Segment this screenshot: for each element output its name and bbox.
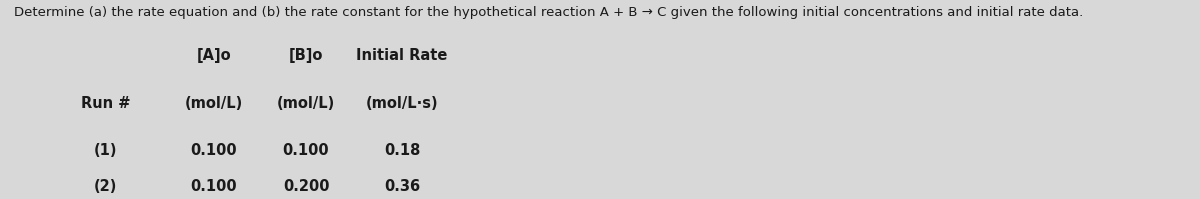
Text: 0.200: 0.200: [283, 179, 329, 194]
Text: 0.100: 0.100: [283, 143, 329, 158]
Text: Determine (a) the rate equation and (b) the rate constant for the hypothetical r: Determine (a) the rate equation and (b) …: [14, 6, 1084, 19]
Text: (mol/L): (mol/L): [185, 96, 242, 110]
Text: [B]o: [B]o: [289, 48, 323, 63]
Text: (mol/L·s): (mol/L·s): [366, 96, 438, 110]
Text: Run #: Run #: [80, 96, 131, 110]
Text: 0.100: 0.100: [191, 143, 236, 158]
Text: 0.100: 0.100: [191, 179, 236, 194]
Text: [A]o: [A]o: [197, 48, 230, 63]
Text: Initial Rate: Initial Rate: [356, 48, 448, 63]
Text: 0.36: 0.36: [384, 179, 420, 194]
Text: (2): (2): [94, 179, 118, 194]
Text: (1): (1): [94, 143, 118, 158]
Text: 0.18: 0.18: [384, 143, 420, 158]
Text: (mol/L): (mol/L): [277, 96, 335, 110]
